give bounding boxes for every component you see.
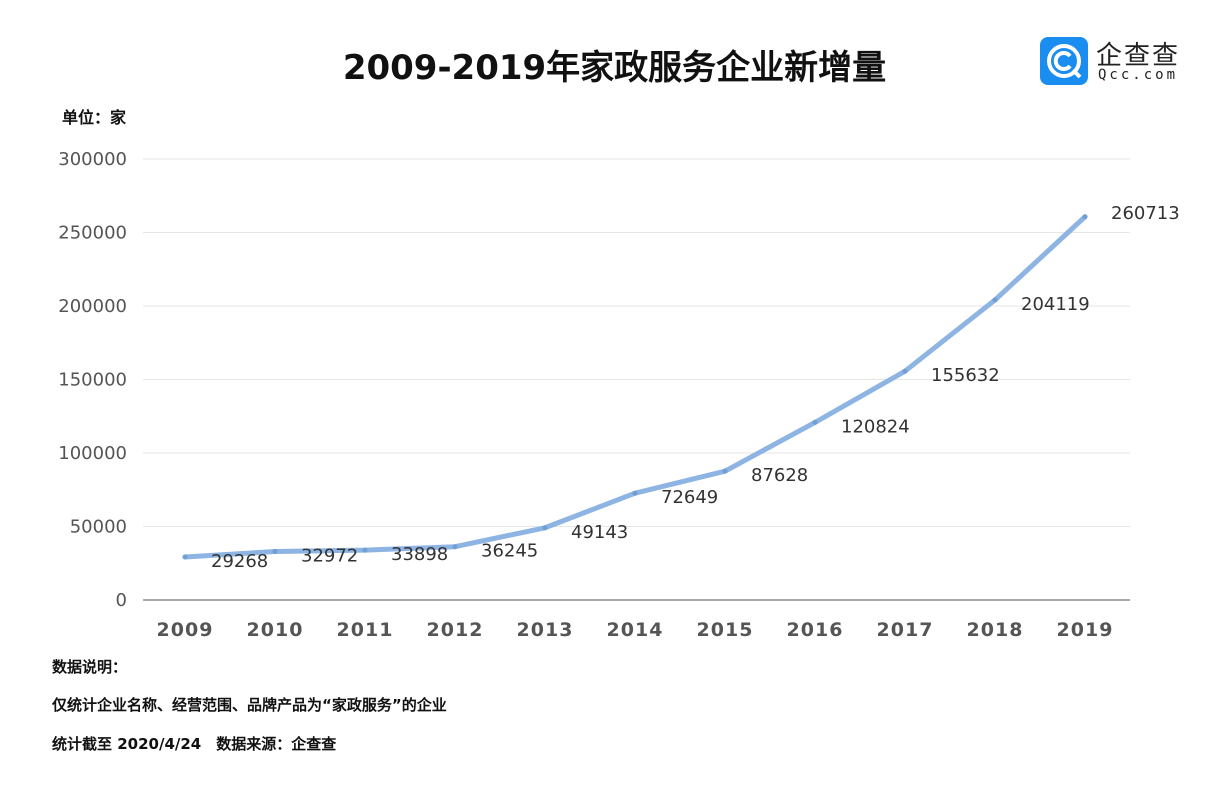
- data-point: [542, 525, 548, 531]
- qcc-logo-icon: [1040, 37, 1088, 85]
- data-label: 36245: [481, 541, 538, 562]
- data-point: [722, 468, 728, 474]
- y-tick-label: 100000: [58, 443, 127, 464]
- data-point: [1082, 214, 1088, 220]
- y-tick-label: 150000: [58, 370, 127, 391]
- logo-text-cn: 企查查: [1096, 41, 1181, 71]
- data-label: 32972: [301, 546, 358, 567]
- data-point: [182, 554, 188, 560]
- data-label: 260713: [1111, 203, 1180, 224]
- notes-line-1: 仅统计企业名称、经营范围、品牌产品为“家政服务”的企业: [52, 696, 447, 714]
- data-label: 87628: [751, 465, 808, 486]
- data-line: [182, 214, 1088, 560]
- y-tick-label: 300000: [58, 149, 127, 170]
- data-point: [272, 549, 278, 555]
- x-tick-label: 2015: [697, 619, 754, 641]
- data-point: [992, 297, 998, 303]
- data-label: 49143: [571, 522, 628, 543]
- y-tick-label: 200000: [58, 296, 127, 317]
- data-point: [902, 368, 908, 374]
- x-tick-label: 2014: [607, 619, 664, 641]
- notes-line-2: 统计截至 2020/4/24 数据来源：企查查: [52, 735, 337, 753]
- notes-heading: 数据说明：: [52, 658, 128, 676]
- data-point: [812, 419, 818, 425]
- x-tick-label: 2016: [787, 619, 844, 641]
- y-axis-unit-label: 单位：家: [62, 108, 127, 127]
- x-tick-label: 2018: [967, 619, 1024, 641]
- y-tick-label: 50000: [70, 517, 127, 538]
- y-tick-label: 250000: [58, 223, 127, 244]
- logo-text-en: Qcc.com: [1098, 67, 1179, 83]
- x-tick-label: 2019: [1057, 619, 1114, 641]
- x-tick-label: 2009: [157, 619, 214, 641]
- x-tick-label: 2013: [517, 619, 574, 641]
- data-label: 155632: [931, 365, 1000, 386]
- y-tick-label: 0: [116, 590, 127, 611]
- data-label: 120824: [841, 416, 910, 437]
- data-label: 29268: [211, 551, 268, 572]
- x-tick-label: 2010: [247, 619, 304, 641]
- data-point: [452, 544, 458, 550]
- x-tick-label: 2017: [877, 619, 934, 641]
- x-tick-label: 2011: [337, 619, 394, 641]
- data-point: [632, 490, 638, 496]
- chart-title: 2009-2019年家政服务企业新增量: [342, 48, 887, 88]
- data-label: 33898: [391, 544, 448, 565]
- data-point: [362, 547, 368, 553]
- x-tick-label: 2012: [427, 619, 484, 641]
- data-label: 204119: [1021, 294, 1090, 315]
- qcc-logo: 企查查 Qcc.com: [1040, 37, 1190, 87]
- data-label: 72649: [661, 487, 718, 508]
